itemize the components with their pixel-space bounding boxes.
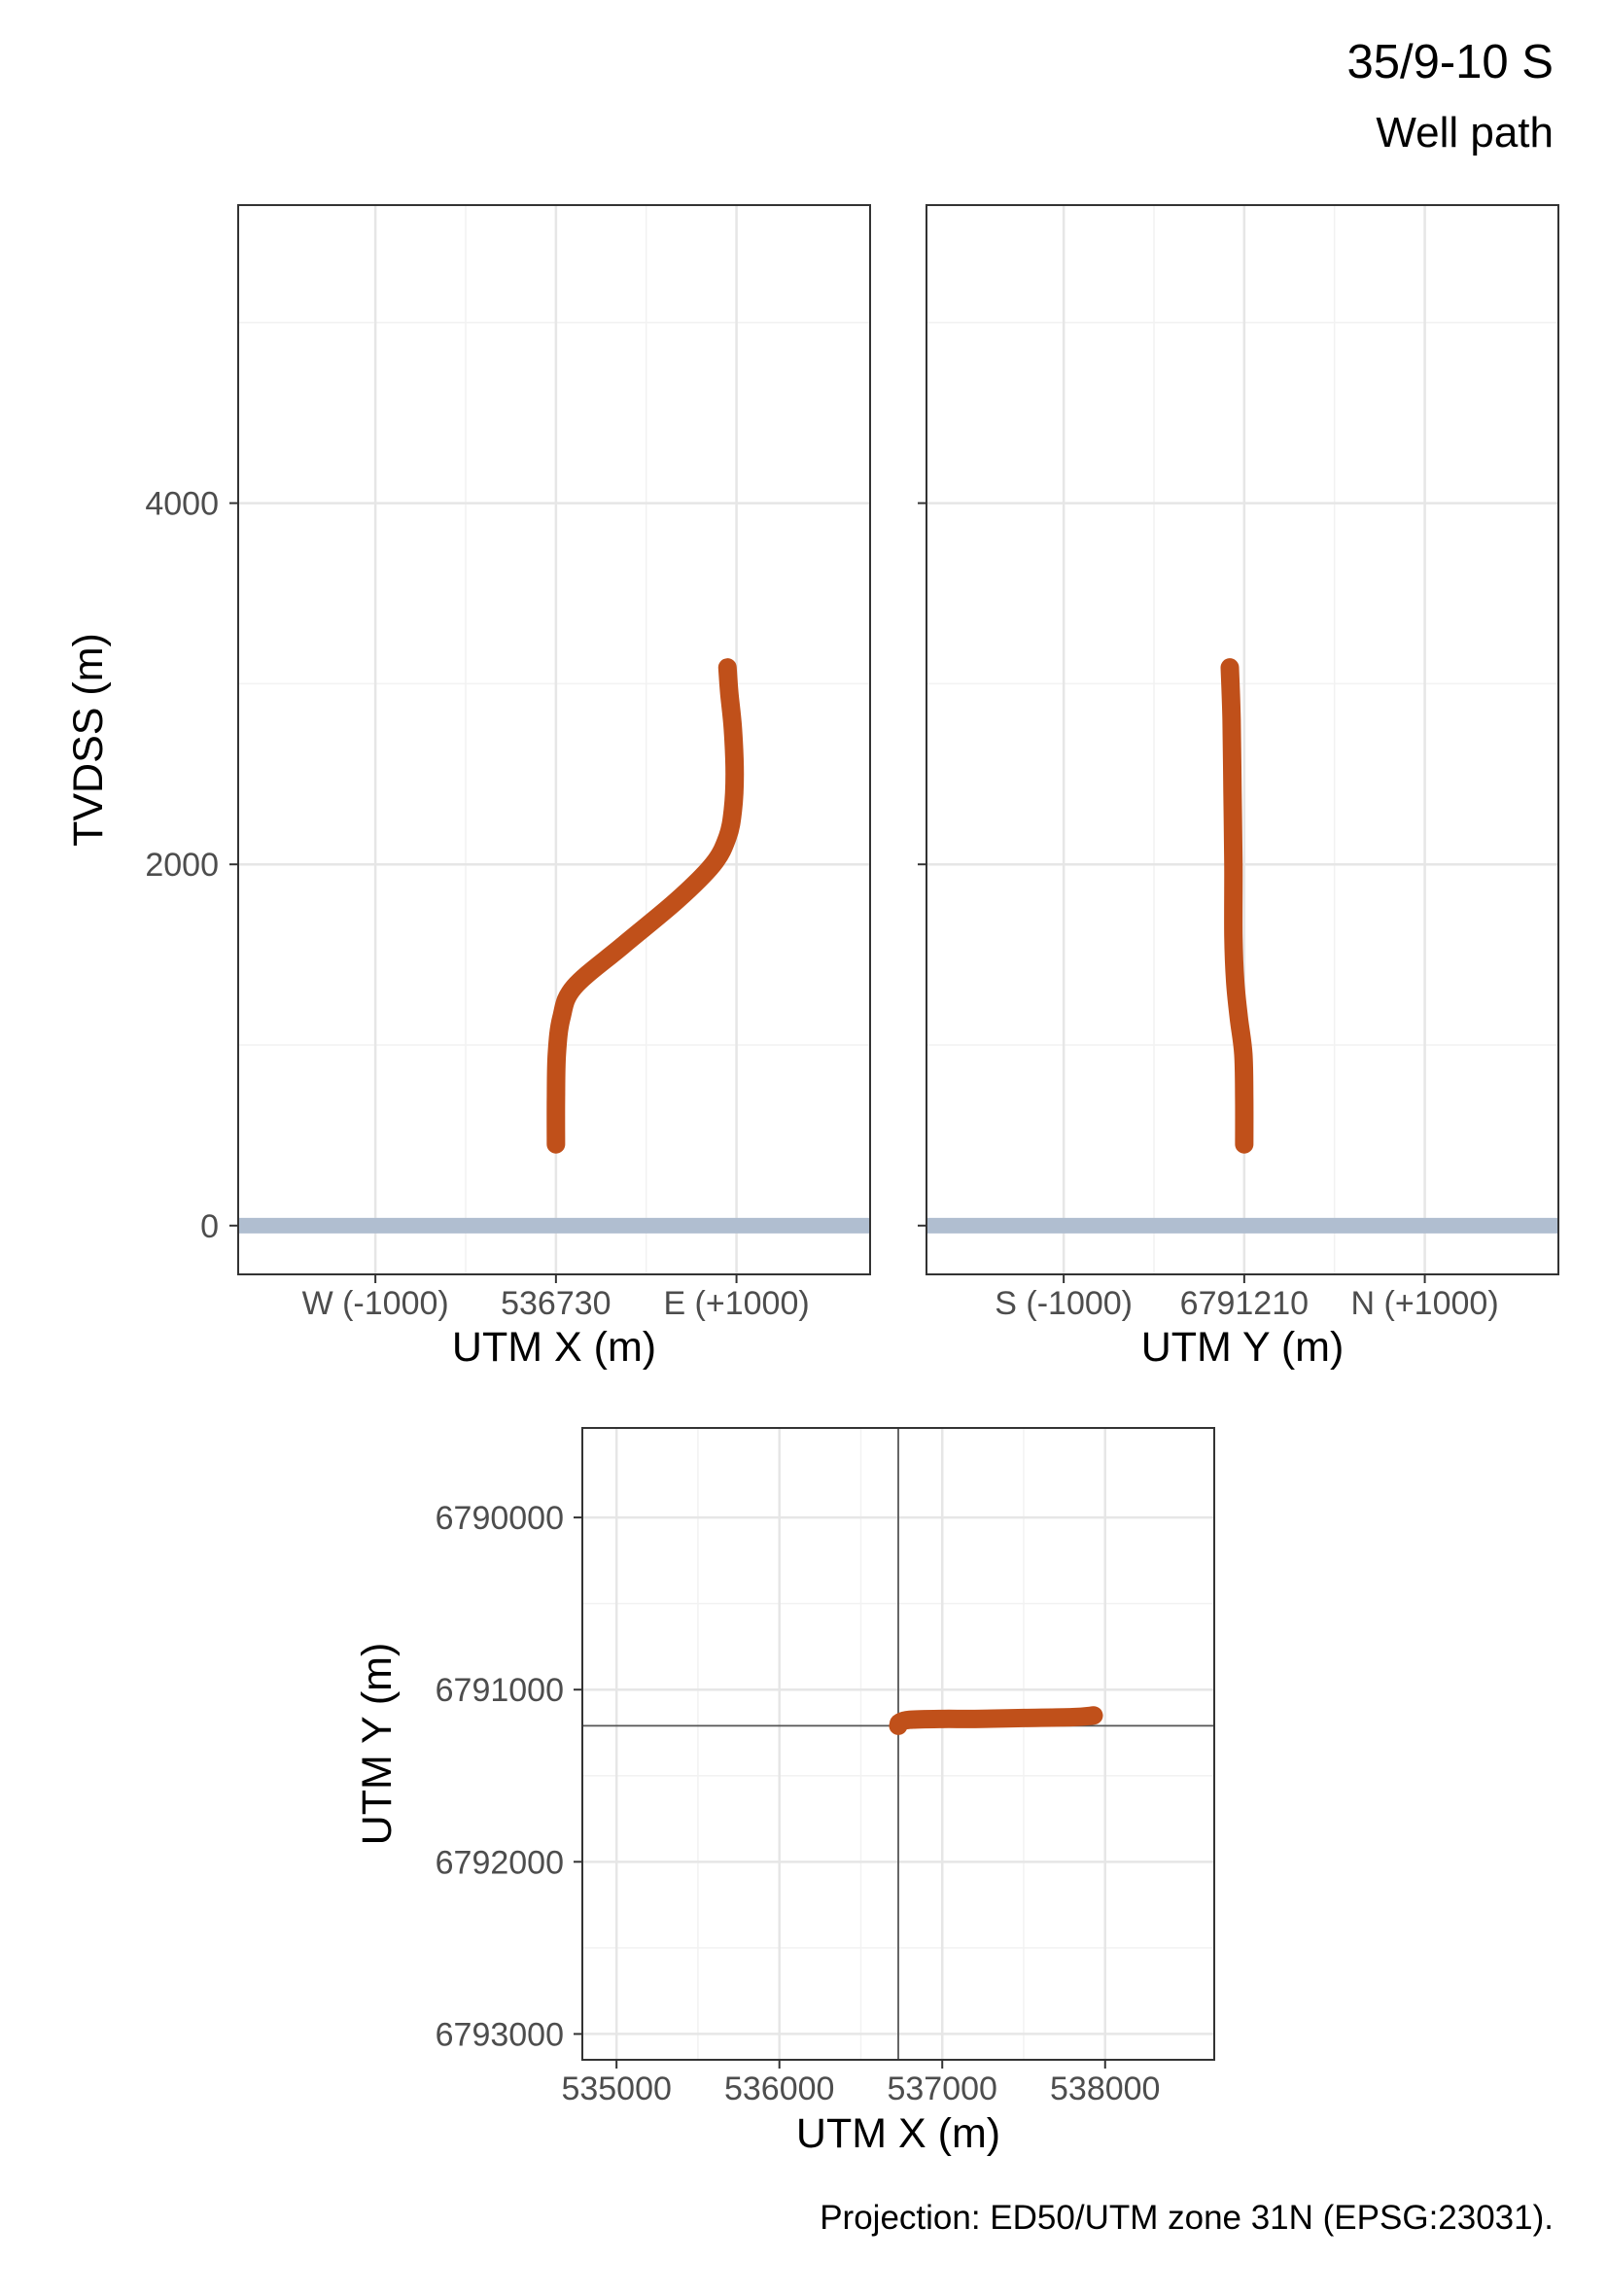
x-tick-label: E (+1000) (663, 1285, 809, 1322)
projection-caption: Projection: ED50/UTM zone 31N (EPSG:2303… (820, 2199, 1554, 2237)
x-tick-label: N (+1000) (1351, 1285, 1499, 1322)
y-tick-label: 2000 (145, 847, 219, 884)
y-tick-label: 6792000 (436, 1844, 564, 1881)
well-path-line (1220, 658, 1254, 1154)
chart-subtitle: Well path (1376, 109, 1554, 157)
y-tick-label: 6791000 (436, 1672, 564, 1709)
x_section-panel: W (-1000) 536730 E (+1000) 0 2000 4000 UTM X (… (65, 204, 871, 1371)
y_section-panel: S (-1000) 6791210 N (+1000)UTM Y (m) (918, 204, 1559, 1371)
x-tick-label: 537000 (887, 2070, 996, 2107)
panel-border (926, 204, 1559, 1275)
y-tick-label: 0 (200, 1208, 219, 1245)
x-tick-label: 536730 (501, 1285, 611, 1322)
x-tick-label: 536000 (724, 2070, 834, 2107)
x-axis-label: UTM Y (m) (1141, 1324, 1345, 1371)
y-axis-label: TVDSS (m) (65, 633, 112, 847)
panel-border (237, 204, 871, 1275)
x-tick-label: S (-1000) (995, 1285, 1133, 1322)
x-axis-label: UTM X (m) (796, 2110, 1000, 2157)
y-axis-label: UTM Y (m) (354, 1643, 401, 1846)
well-path-line (546, 658, 745, 1154)
y-tick-label: 6793000 (436, 2016, 564, 2053)
x-tick-label: 535000 (561, 2070, 671, 2107)
chart-title: 35/9-10 S (1346, 36, 1555, 88)
map_view-panel: 535000 536000 537000 538000 6790000 6791000 67… (354, 1427, 1215, 2157)
well-path-line (889, 1706, 1103, 1735)
y-tick-label: 6790000 (436, 1500, 564, 1537)
x-tick-label: 6791210 (1180, 1285, 1309, 1322)
y-tick-label: 4000 (145, 486, 219, 523)
x-tick-label: W (-1000) (302, 1285, 449, 1322)
x-axis-label: UTM X (m) (452, 1324, 656, 1371)
panel-border (581, 1427, 1215, 2061)
x-tick-label: 538000 (1050, 2070, 1160, 2107)
